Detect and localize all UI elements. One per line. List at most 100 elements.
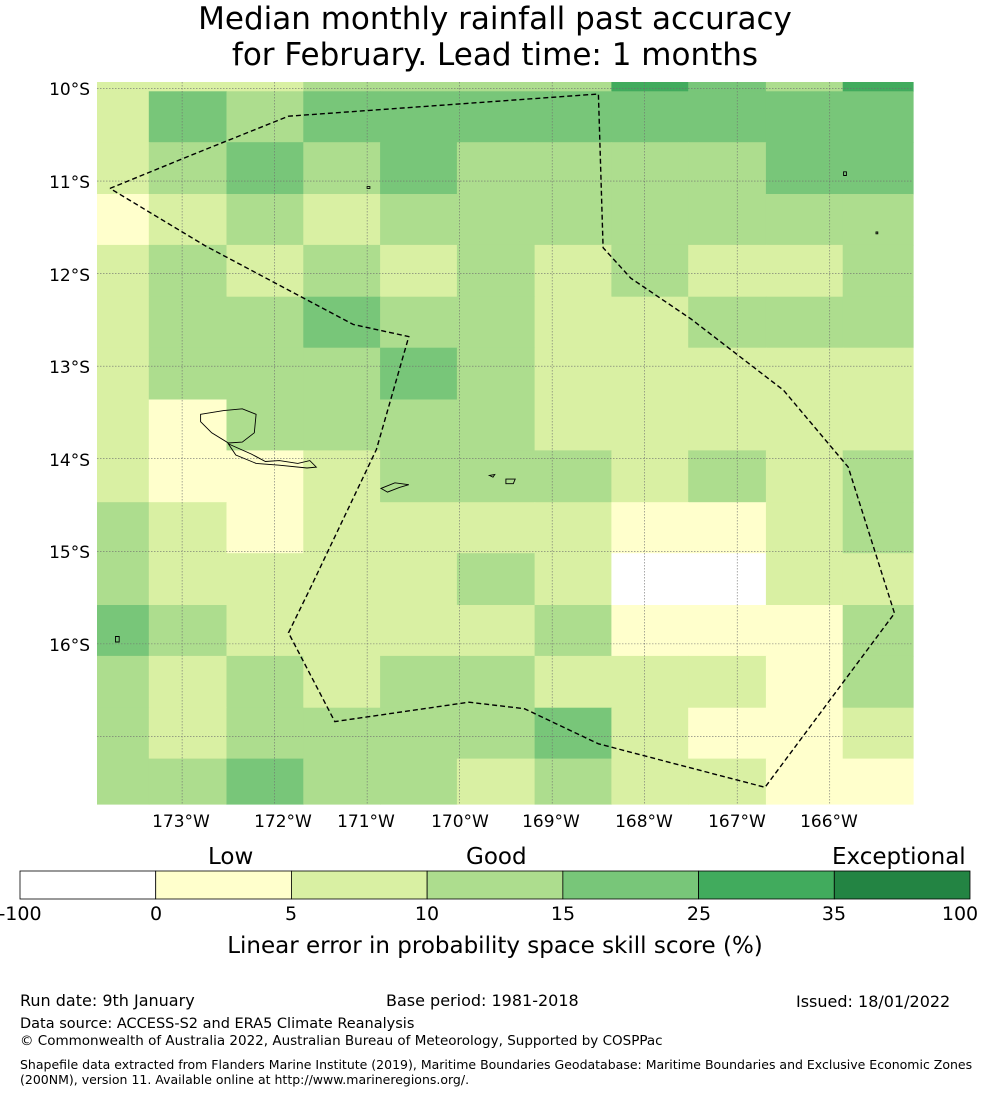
grid-cell: [97, 707, 150, 760]
grid-cell: [303, 502, 381, 554]
grid-cell: [456, 142, 536, 195]
legend-tick-minus100: -100: [0, 903, 42, 925]
grid-cell: [534, 296, 612, 349]
grid-cell: [380, 707, 458, 760]
grid-cell: [688, 399, 767, 451]
grid-cell: [456, 450, 536, 503]
grid-cell: [97, 450, 150, 503]
grid-cell: [456, 605, 536, 657]
grid-cell: [97, 82, 150, 92]
grid-cell: [97, 244, 150, 298]
copyright-notice: © Commonwealth of Australia 2022, Austra…: [20, 1033, 663, 1049]
grid-cell: [611, 347, 689, 401]
grid-cell: [611, 553, 689, 606]
grid-cell: [226, 244, 304, 298]
lon-label-166w: 166°W: [800, 812, 858, 832]
grid-cell: [765, 91, 844, 143]
grid-cell: [97, 296, 150, 349]
lon-label-168w: 168°W: [615, 812, 673, 832]
grid-cell: [226, 655, 304, 709]
grid-cell: [688, 296, 767, 349]
grid-cell: [534, 244, 612, 298]
grid-cell: [97, 553, 150, 606]
lat-label-10s: 10°S: [49, 80, 90, 100]
grid-cell: [226, 399, 304, 451]
grid-cell: [226, 502, 304, 554]
grid-cell: [456, 707, 536, 760]
skill-grid-cells: [97, 82, 914, 805]
grid-cell: [148, 707, 228, 760]
island-small4: [115, 636, 120, 643]
grid-cell: [226, 296, 304, 349]
grid-cell: [456, 553, 536, 606]
colorbar-segment: [155, 870, 292, 900]
grid-cell: [456, 244, 536, 298]
lon-label-170w: 170°W: [431, 812, 489, 832]
colorbar-segment: [426, 870, 564, 900]
eez-boundary: [109, 93, 896, 789]
grid-cell: [611, 707, 689, 760]
grid-cell: [688, 244, 767, 298]
grid-cell: [765, 399, 844, 451]
shapefile-credit-line1: Shapefile data extracted from Flanders M…: [20, 1057, 973, 1072]
grid-cell: [380, 82, 458, 92]
grid-cell: [842, 758, 914, 805]
legend-category-good: Good: [466, 844, 527, 870]
grid-cell: [765, 82, 844, 92]
grid-cell: [611, 399, 689, 451]
lon-label-173w: 173°W: [152, 812, 210, 832]
grid-cell: [611, 91, 689, 143]
grid-cell: [611, 605, 689, 657]
grid-cell: [148, 450, 228, 503]
shapefile-credit-line2: (200NM), version 11. Available online at…: [20, 1072, 470, 1087]
grid-cell: [534, 502, 612, 554]
grid-cell: [765, 194, 844, 246]
grid-cell: [380, 553, 458, 606]
grid-cell: [380, 194, 458, 246]
grid-cell: [148, 82, 228, 92]
grid-cell: [456, 502, 536, 554]
grid-cell: [380, 758, 458, 805]
grid-cell: [303, 347, 381, 401]
grid-cell: [380, 450, 458, 503]
lon-label-172w: 172°W: [254, 812, 312, 832]
grid-cell: [456, 194, 536, 246]
grid-cell: [97, 91, 150, 143]
grid-cell: [688, 82, 767, 92]
grid-cell: [226, 91, 304, 143]
grid-cell: [97, 194, 150, 246]
grid-cell: [611, 758, 689, 805]
legend-tick-100: 100: [941, 903, 979, 925]
legend-category-exceptional: Exceptional: [832, 844, 966, 870]
colorbar-segment: [291, 870, 428, 900]
grid-cell: [380, 399, 458, 451]
grid-cell: [611, 194, 689, 246]
grid-cell: [97, 399, 150, 451]
grid-cell: [226, 142, 304, 195]
lat-label-15s: 15°S: [49, 543, 90, 563]
colorbar-segment: [562, 870, 699, 900]
island-tutuila: [379, 482, 409, 493]
legend-category-low: Low: [208, 844, 254, 870]
rainfall-skill-map: [97, 82, 914, 805]
island-small1: [366, 186, 371, 189]
grid-cell: [303, 82, 381, 92]
lat-label-11s: 11°S: [49, 173, 90, 193]
island-ofu: [487, 473, 496, 478]
grid-cell: [765, 142, 844, 195]
grid-cell: [97, 142, 150, 195]
island-small3: [875, 231, 879, 235]
grid-cell: [534, 758, 612, 805]
grid-cell: [842, 142, 914, 195]
grid-cell: [303, 707, 381, 760]
grid-cell: [303, 553, 381, 606]
grid-cell: [842, 707, 914, 760]
grid-cell: [148, 91, 228, 143]
lat-label-13s: 13°S: [49, 358, 90, 378]
issued-date: Issued: 18/01/2022: [796, 992, 951, 1011]
grid-cell: [226, 82, 304, 92]
grid-cell: [148, 502, 228, 554]
legend-tick-35: 35: [821, 903, 847, 925]
grid-cell: [380, 502, 458, 554]
grid-cell: [765, 244, 844, 298]
